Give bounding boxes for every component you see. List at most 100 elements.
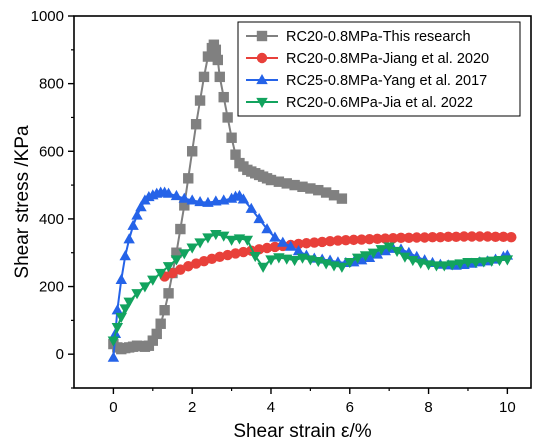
legend-item: RC20-0.6MPa-Jia et al. 2022 [246, 95, 473, 111]
data-point [324, 236, 336, 247]
data-point [351, 253, 364, 264]
data-point [466, 231, 478, 242]
data-point [226, 132, 237, 143]
data-point [139, 282, 151, 293]
data-point [186, 194, 198, 205]
data-point [261, 242, 273, 254]
data-point [111, 304, 124, 315]
data-point [202, 51, 214, 62]
data-point [170, 255, 183, 266]
data-point [336, 262, 348, 273]
data-point [162, 187, 175, 198]
data-point [155, 318, 166, 329]
x-tick-label: 8 [424, 399, 432, 416]
data-point [178, 192, 191, 203]
legend-label: RC25-0.8MPa-Yang et al. 2017 [286, 73, 487, 89]
legend-label: RC20-0.6MPa-Jia et al. 2022 [286, 95, 473, 111]
data-point [450, 231, 462, 243]
data-point [194, 95, 206, 106]
x-tick-label: 0 [109, 399, 117, 416]
plot-frame [73, 15, 532, 389]
data-point [364, 234, 375, 245]
data-point [115, 312, 127, 323]
data-point [359, 251, 372, 262]
data-point [194, 238, 206, 249]
data-point [411, 232, 422, 243]
data-point [217, 231, 230, 242]
y-tick-label: 800 [39, 76, 64, 93]
data-point [493, 256, 506, 267]
data-point [395, 232, 407, 244]
data-point [210, 195, 222, 206]
axes: 0 2 4 6 8 10 0 200 400 600 800 1000 [31, 8, 516, 416]
data-point [454, 259, 466, 270]
legend-label: RC20-0.8MPa-This research [286, 29, 471, 45]
data-point [305, 183, 316, 194]
data-point [183, 173, 194, 184]
data-point [340, 235, 352, 246]
data-point [422, 260, 435, 271]
data-point [301, 238, 312, 249]
data-point [316, 236, 328, 248]
legend-marker [256, 52, 268, 64]
data-point [170, 189, 183, 201]
y-tick-label: 200 [39, 279, 64, 296]
data-point [237, 193, 250, 204]
data-point [222, 112, 233, 123]
data-point [163, 288, 174, 299]
legend-item: RC25-0.8MPa-Yang et al. 2017 [246, 73, 487, 89]
data-point [245, 202, 258, 213]
data-point [438, 261, 451, 272]
data-point [430, 261, 443, 272]
data-point [273, 176, 285, 187]
x-tick-label: 6 [346, 399, 354, 416]
data-point [175, 264, 186, 275]
data-point [131, 209, 143, 220]
data-point [225, 235, 238, 246]
data-point [183, 261, 194, 272]
data-point [154, 268, 167, 279]
data-point [506, 231, 517, 243]
data-point [427, 231, 438, 243]
y-tick-label: 1000 [31, 8, 64, 25]
data-point [127, 219, 139, 230]
data-point [212, 54, 223, 66]
data-point [383, 242, 395, 253]
data-point [214, 71, 225, 83]
data-point [419, 232, 430, 243]
data-point [288, 256, 301, 267]
data-point [175, 223, 186, 235]
legend-marker [256, 97, 268, 108]
data-point [162, 262, 175, 273]
series-4 [107, 229, 514, 347]
data-point [241, 235, 254, 246]
data-point [344, 258, 356, 269]
series-2 [159, 231, 517, 282]
data-point [107, 336, 120, 347]
data-point [249, 251, 261, 263]
data-point [190, 119, 202, 130]
legend-item: RC20-0.8MPa-Jiang et al. 2020 [246, 51, 489, 67]
legend-marker [256, 30, 268, 42]
data-point [198, 255, 210, 267]
y-tick-label: 600 [39, 143, 64, 160]
data-point [230, 248, 241, 259]
data-point [367, 248, 380, 259]
data-point [387, 232, 399, 244]
data-point [462, 258, 474, 269]
data-point [407, 256, 419, 267]
data-point [399, 252, 411, 263]
data-point [194, 196, 206, 207]
data-point [107, 351, 120, 362]
legend-label: RC20-0.8MPa-Jiang et al. 2020 [286, 51, 489, 67]
series-1 [108, 39, 348, 355]
data-point [186, 146, 198, 157]
y-tick-label: 0 [56, 346, 64, 363]
data-marks [107, 39, 517, 362]
data-point [391, 246, 403, 258]
data-point [167, 267, 178, 279]
data-point [281, 178, 292, 189]
data-point [178, 249, 191, 260]
data-point [210, 44, 222, 56]
